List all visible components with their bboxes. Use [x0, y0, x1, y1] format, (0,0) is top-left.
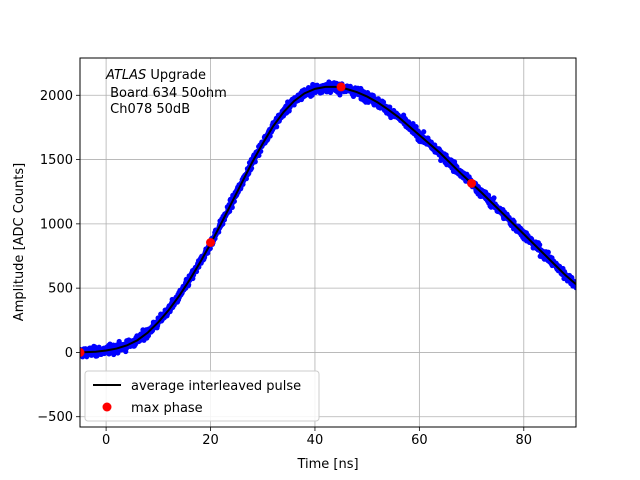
annotation-line-1: ATLAS Upgrade [105, 68, 206, 83]
x-tick-label: 40 [307, 433, 324, 448]
sample-point [380, 99, 387, 105]
y-axis-ticks: −500 0 500 1000 1500 2000 [37, 89, 80, 425]
upgrade-label: Upgrade [146, 68, 206, 83]
x-tick-label: 60 [411, 433, 428, 448]
y-tick-label: 2000 [40, 89, 73, 104]
sample-point [421, 129, 427, 135]
legend-marker-swatch [102, 402, 112, 412]
legend-box [84, 370, 320, 422]
max-phase-point [206, 238, 216, 247]
sample-point [145, 333, 152, 339]
max-phase-point [467, 178, 477, 188]
sample-point [375, 96, 381, 102]
average-pulse-series [80, 85, 576, 354]
y-tick-label: 500 [48, 282, 73, 297]
annotation: ATLAS Upgrade Board 634 50ohm Ch078 50dB [105, 68, 227, 117]
legend-entry-pulse: average interleaved pulse [131, 379, 301, 394]
x-tick-label: 80 [516, 433, 533, 448]
sample-point [573, 285, 576, 291]
sample-point [337, 92, 343, 98]
max-phase-point [336, 82, 346, 92]
annotation-line-2: Board 634 50ohm [106, 86, 227, 101]
pulse-line [80, 85, 576, 354]
x-tick-label: 20 [202, 433, 219, 448]
sample-point [537, 242, 543, 248]
x-axis-label: Time [ns] [296, 457, 358, 472]
sample-point [545, 249, 551, 255]
plot-frame [79, 57, 577, 428]
y-tick-label: 1500 [40, 153, 73, 168]
x-axis-ticks: 0 20 40 60 80 [102, 427, 532, 448]
max-phase-point [80, 347, 85, 357]
y-tick-label: 1000 [40, 217, 73, 232]
sample-point [274, 124, 280, 130]
y-tick-label: 0 [65, 346, 73, 361]
legend-entry-max-phase: max phase [131, 401, 203, 416]
y-axis-label: Amplitude [ADC Counts] [12, 163, 27, 321]
y-tick-label: −500 [37, 410, 73, 425]
x-tick-label: 0 [102, 433, 110, 448]
atlas-label: ATLAS [105, 68, 146, 83]
sample-point [387, 104, 393, 110]
annotation-line-3: Ch078 50dB [106, 102, 190, 117]
sample-point [491, 195, 497, 201]
sample-point [319, 89, 325, 95]
max-phase-series [80, 82, 477, 357]
legend: average interleaved pulse max phase [84, 370, 320, 422]
